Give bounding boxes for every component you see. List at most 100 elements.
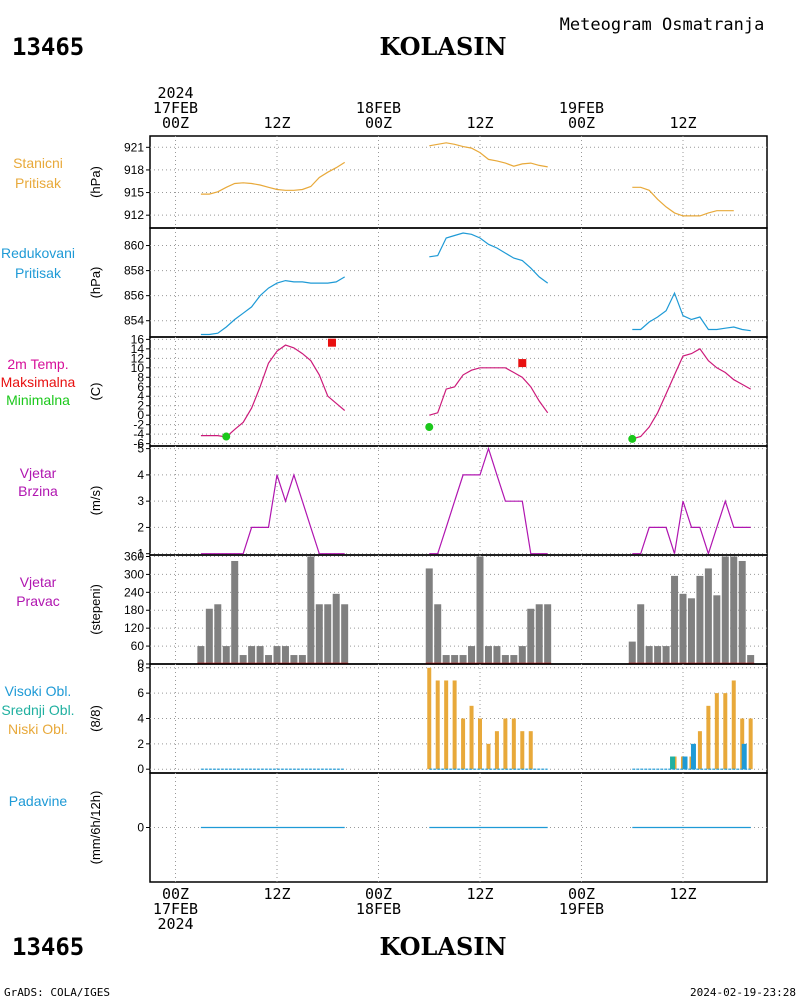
wind-direction-bar — [518, 646, 526, 664]
panel-label: Vjetar — [20, 574, 57, 590]
cloud-bar — [452, 680, 457, 770]
series-line — [632, 499, 751, 556]
series-line — [200, 161, 346, 195]
cloud-bar — [427, 667, 432, 770]
cloud-bar — [723, 693, 728, 770]
y-tick-label: 4 — [137, 468, 144, 482]
wind-direction-bar — [645, 646, 653, 664]
panel-label: Visoki Obl. — [5, 683, 72, 699]
wind-direction-bar — [434, 604, 442, 664]
cloud-bar — [469, 705, 474, 770]
cloud-bar — [714, 693, 719, 770]
y-tick-label: 3 — [137, 494, 144, 508]
wind-direction-bar — [222, 646, 230, 664]
y-tick-label: 2 — [137, 520, 144, 534]
panel-label: Pritisak — [15, 265, 62, 281]
wind-direction-bar — [459, 655, 467, 664]
panel-station-pressure: 912 915 918 921 (hPa) Stanicni Pritisak — [13, 135, 768, 229]
y-axis-unit: (mm/6h/12h) — [88, 791, 103, 865]
wind-direction-bar — [197, 646, 205, 664]
cloud-bar — [670, 756, 676, 770]
panel-label: Niski Obl. — [8, 721, 68, 737]
cloud-bar — [435, 680, 440, 770]
y-tick-label: -6 — [133, 437, 144, 451]
wind-direction-bar — [535, 604, 543, 664]
series-line — [632, 348, 751, 440]
y-tick-label: 4 — [137, 389, 144, 403]
y-tick-label: 2 — [137, 399, 144, 413]
y-tick-label: 12 — [131, 351, 145, 365]
cloud-bar — [682, 756, 688, 770]
time-label: 19FEB — [559, 900, 604, 918]
wind-direction-bar — [721, 556, 729, 664]
panel-precipitation: 0 (mm/6h/12h) Padavine — [9, 772, 768, 883]
y-tick-label: 240 — [124, 585, 144, 599]
cloud-bar — [690, 743, 696, 770]
time-label: 12Z — [466, 114, 493, 132]
wind-direction-bar — [662, 646, 670, 664]
time-label: 00Z — [568, 885, 595, 903]
time-label: 00Z — [365, 114, 392, 132]
time-label: 2024 — [157, 84, 193, 102]
series-line — [429, 232, 549, 284]
cloud-bar — [511, 718, 516, 770]
panel-label: 2m Temp. — [7, 356, 68, 372]
cloud-bar — [503, 718, 508, 770]
wind-direction-bar — [231, 560, 239, 664]
wind-direction-bar — [290, 655, 298, 664]
y-tick-label: 120 — [124, 621, 144, 635]
y-axis-unit: (m/s) — [88, 486, 103, 516]
wind-direction-bar — [637, 604, 645, 664]
time-label: 17FEB — [153, 99, 198, 117]
cloud-bar — [731, 680, 736, 770]
wind-direction-bar — [704, 568, 712, 664]
min-temp-marker — [628, 434, 637, 443]
y-tick-label: 915 — [124, 186, 144, 200]
time-label: 19FEB — [559, 99, 604, 117]
time-label: 18FEB — [356, 900, 401, 918]
panel-wind-speed: 1 2 3 4 5 (m/s) Vjetar Brzina — [18, 442, 768, 561]
panel-label: Minimalna — [6, 392, 70, 408]
y-tick-label: 912 — [124, 208, 144, 222]
wind-direction-bar — [747, 655, 755, 664]
wind-direction-bar — [281, 646, 289, 664]
station-code-top: 13465 — [12, 33, 84, 61]
y-tick-label: 0 — [137, 762, 144, 776]
y-axis-unit: (C) — [88, 382, 103, 400]
series-line — [429, 367, 549, 416]
station-code-bottom: 13465 — [12, 933, 84, 961]
footer-credit: GrADS: COLA/IGES — [4, 986, 110, 999]
wind-direction-bar — [273, 646, 281, 664]
wind-direction-bar — [341, 604, 349, 664]
y-tick-label: 8 — [137, 661, 144, 675]
panel-label: Stanicni — [13, 155, 63, 171]
wind-direction-bar — [738, 560, 746, 664]
cloud-bar — [444, 680, 449, 770]
max-temp-marker — [518, 359, 527, 368]
y-tick-label: 2 — [137, 737, 144, 751]
wind-direction-bar — [510, 655, 518, 664]
wind-direction-bar — [679, 593, 687, 664]
wind-direction-bar — [730, 556, 738, 664]
station-name-top: KOLASIN — [379, 32, 506, 61]
panel-label: Redukovani — [1, 245, 75, 261]
time-label: 12Z — [263, 885, 290, 903]
wind-direction-bar — [298, 655, 306, 664]
wind-direction-bar — [484, 646, 492, 664]
y-tick-label: 10 — [131, 361, 145, 375]
y-tick-label: 360 — [124, 549, 144, 563]
wind-direction-bar — [239, 655, 247, 664]
panel-label: Srednji Obl. — [1, 702, 74, 718]
wind-direction-bar — [671, 575, 679, 664]
y-tick-label: 858 — [124, 264, 144, 278]
panel-label: Vjetar — [20, 465, 57, 481]
max-temp-marker — [327, 338, 336, 347]
cloud-bar — [478, 718, 482, 770]
y-tick-label: 6 — [137, 380, 144, 394]
panels: 912915918921(hPa)StanicniPritisak8548568… — [1, 135, 768, 883]
series-line — [200, 472, 345, 555]
y-tick-label: -4 — [133, 427, 144, 441]
cloud-bar — [494, 731, 499, 770]
